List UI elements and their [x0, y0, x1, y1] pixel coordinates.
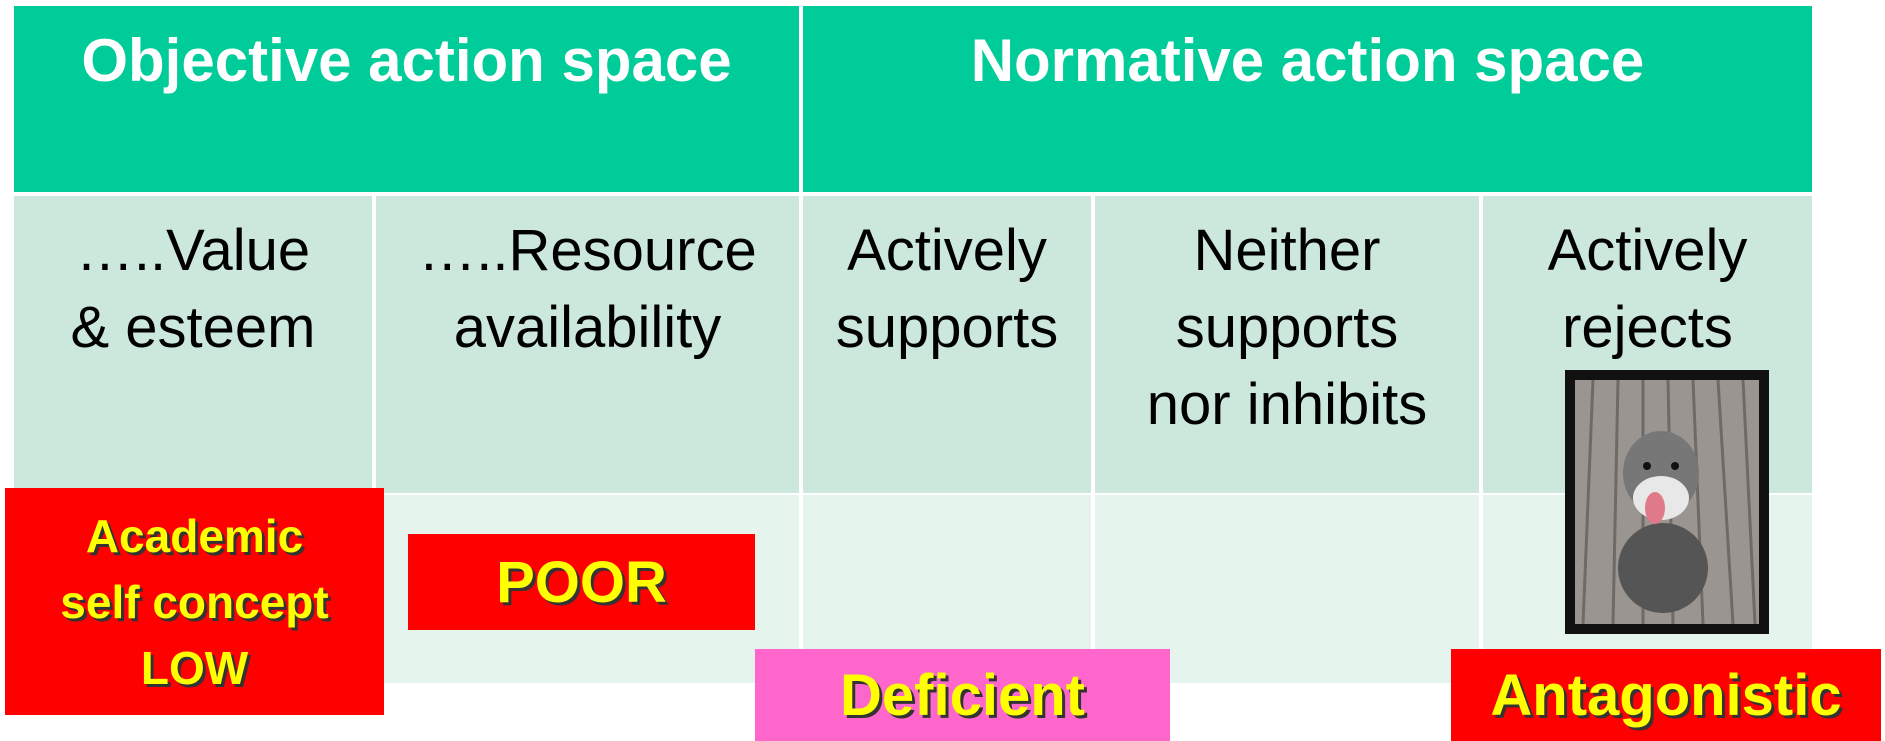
- dog-eye: [1643, 462, 1651, 470]
- dog-tongue: [1645, 492, 1665, 524]
- text-line: …..Resource: [418, 218, 757, 283]
- poor-label: POOR: [408, 534, 755, 630]
- academic-label: Academic self concept LOW: [5, 488, 384, 715]
- text-line: nor inhibits: [1146, 372, 1428, 437]
- text-line: Academic: [85, 509, 304, 562]
- dog-body: [1618, 523, 1708, 613]
- column-cell: Neither supports nor inhibits: [1095, 196, 1479, 493]
- dog-eye: [1671, 462, 1679, 470]
- text-line: …..Value: [75, 218, 311, 283]
- deficient-label: Deficient: [755, 649, 1170, 741]
- column-cell: …..Resource availability: [376, 196, 799, 493]
- text-line: supports: [835, 295, 1059, 360]
- text-line: rejects: [1562, 295, 1733, 360]
- text-line: LOW: [140, 641, 249, 694]
- header-cell: Normative action space: [803, 6, 1812, 192]
- column-cell: …..Value & esteem: [14, 196, 372, 493]
- text-line: Actively: [847, 218, 1047, 283]
- text-line: supports: [1175, 295, 1399, 360]
- dog-photo: [1565, 370, 1769, 634]
- antagonistic-label: Antagonistic: [1451, 649, 1881, 741]
- text-line: & esteem: [70, 295, 316, 360]
- text-line: Neither: [1193, 218, 1381, 283]
- header-cell: Objective action space: [14, 6, 799, 192]
- text-line: Actively: [1547, 218, 1748, 283]
- text-line: self concept: [60, 575, 329, 628]
- text-line: availability: [453, 295, 722, 360]
- column-cell: Actively supports: [803, 196, 1091, 493]
